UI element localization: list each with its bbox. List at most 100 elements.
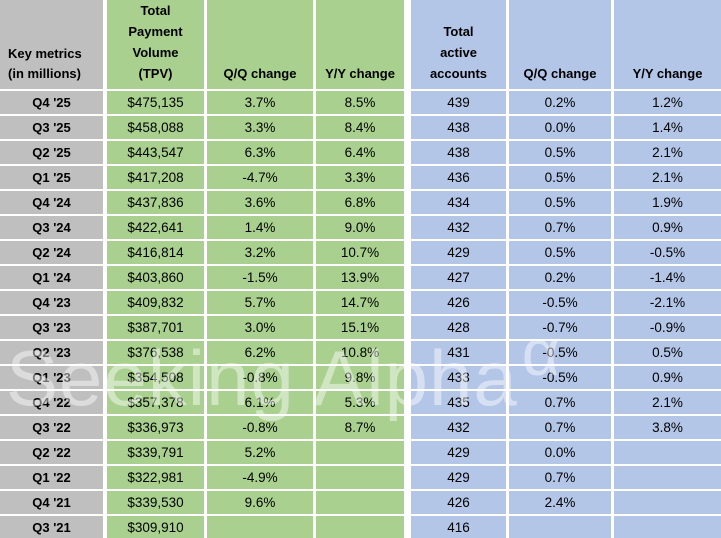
tpv-value: $458,088	[103, 116, 204, 141]
tpv-qq-change-value: -0.8%	[204, 366, 313, 391]
accounts-qq-change-value: 0.5%	[506, 141, 611, 166]
accounts-qq-change-value: 0.0%	[506, 441, 611, 466]
quarter-label: Q3 '25	[0, 116, 103, 141]
table-row: Q4 '25 $475,135 3.7% 8.5% 439 0.2% 1.2%	[0, 91, 721, 116]
accounts-yy-change-value: 0.5%	[611, 341, 721, 366]
tpv-qq-change-value: -4.7%	[204, 166, 313, 191]
header-total-active-accounts: Total active accounts	[404, 0, 506, 91]
tpv-value: $422,641	[103, 216, 204, 241]
accounts-yy-change-value: 1.2%	[611, 91, 721, 116]
tpv-value: $475,135	[103, 91, 204, 116]
quarter-label: Q1 '23	[0, 366, 103, 391]
accounts-yy-change-value: 0.9%	[611, 216, 721, 241]
tpv-yy-change-value: 6.4%	[313, 141, 404, 166]
tpv-qq-change-value: -1.5%	[204, 266, 313, 291]
tpv-qq-change-value: 3.7%	[204, 91, 313, 116]
active-accounts-value: 416	[404, 516, 506, 538]
active-accounts-value: 429	[404, 241, 506, 266]
quarter-label: Q3 '23	[0, 316, 103, 341]
accounts-qq-change-value: 0.5%	[506, 241, 611, 266]
accounts-qq-change-value: 0.7%	[506, 391, 611, 416]
header-key-metrics: Key metrics (in millions)	[0, 0, 103, 91]
accounts-yy-change-value	[611, 441, 721, 466]
tpv-qq-change-value: -4.9%	[204, 466, 313, 491]
active-accounts-value: 434	[404, 191, 506, 216]
tpv-yy-change-value: 13.9%	[313, 266, 404, 291]
accounts-yy-change-value: -0.5%	[611, 241, 721, 266]
tpv-yy-change-value: 8.5%	[313, 91, 404, 116]
tpv-qq-change-value: 9.6%	[204, 491, 313, 516]
accounts-qq-change-value: -0.5%	[506, 341, 611, 366]
active-accounts-value: 435	[404, 391, 506, 416]
tpv-yy-change-value	[313, 441, 404, 466]
tpv-yy-change-value: 6.8%	[313, 191, 404, 216]
accounts-qq-change-value: 0.7%	[506, 416, 611, 441]
tpv-qq-change-value: -0.8%	[204, 416, 313, 441]
active-accounts-value: 427	[404, 266, 506, 291]
tpv-yy-change-value: 10.8%	[313, 341, 404, 366]
accounts-qq-change-value: -0.5%	[506, 291, 611, 316]
tpv-yy-change-value: 9.8%	[313, 366, 404, 391]
quarter-label: Q1 '24	[0, 266, 103, 291]
accounts-yy-change-value: -2.1%	[611, 291, 721, 316]
header-tpv-qq-change: Q/Q change	[204, 0, 313, 91]
table-row: Q3 '24 $422,641 1.4% 9.0% 432 0.7% 0.9%	[0, 216, 721, 241]
accounts-qq-change-value: -0.7%	[506, 316, 611, 341]
active-accounts-value: 432	[404, 416, 506, 441]
table-row: Q2 '25 $443,547 6.3% 6.4% 438 0.5% 2.1%	[0, 141, 721, 166]
tpv-value: $437,836	[103, 191, 204, 216]
tpv-value: $339,791	[103, 441, 204, 466]
quarter-label: Q2 '25	[0, 141, 103, 166]
header-accounts-qq-change: Q/Q change	[506, 0, 611, 91]
accounts-yy-change-value: 2.1%	[611, 391, 721, 416]
tpv-qq-change-value: 5.7%	[204, 291, 313, 316]
quarter-label: Q3 '21	[0, 516, 103, 538]
tpv-value: $387,701	[103, 316, 204, 341]
active-accounts-value: 433	[404, 366, 506, 391]
accounts-yy-change-value	[611, 516, 721, 538]
tpv-yy-change-value: 15.1%	[313, 316, 404, 341]
tpv-value: $417,208	[103, 166, 204, 191]
tpv-value: $339,530	[103, 491, 204, 516]
tpv-qq-change-value: 3.2%	[204, 241, 313, 266]
accounts-qq-change-value: 2.4%	[506, 491, 611, 516]
table-row: Q2 '23 $376,538 6.2% 10.8% 431 -0.5% 0.5%	[0, 341, 721, 366]
tpv-yy-change-value: 3.3%	[313, 166, 404, 191]
table-row: Q3 '25 $458,088 3.3% 8.4% 438 0.0% 1.4%	[0, 116, 721, 141]
tpv-value: $336,973	[103, 416, 204, 441]
accounts-qq-change-value: 0.5%	[506, 166, 611, 191]
header-accounts-yy-change: Y/Y change	[611, 0, 721, 91]
tpv-yy-change-value: 8.7%	[313, 416, 404, 441]
quarter-label: Q3 '24	[0, 216, 103, 241]
tpv-qq-change-value: 6.2%	[204, 341, 313, 366]
header-row: Key metrics (in millions) Total Payment …	[0, 0, 721, 91]
quarter-label: Q3 '22	[0, 416, 103, 441]
quarter-label: Q4 '21	[0, 491, 103, 516]
accounts-yy-change-value: 2.1%	[611, 166, 721, 191]
tpv-qq-change-value: 3.0%	[204, 316, 313, 341]
accounts-yy-change-value	[611, 491, 721, 516]
tpv-yy-change-value	[313, 516, 404, 538]
quarter-label: Q4 '22	[0, 391, 103, 416]
header-total-payment-volume: Total Payment Volume (TPV)	[103, 0, 204, 91]
table-row: Q3 '22 $336,973 -0.8% 8.7% 432 0.7% 3.8%	[0, 416, 721, 441]
quarter-label: Q2 '24	[0, 241, 103, 266]
table-row: Q1 '22 $322,981 -4.9% 429 0.7%	[0, 466, 721, 491]
table-row: Q2 '24 $416,814 3.2% 10.7% 429 0.5% -0.5%	[0, 241, 721, 266]
active-accounts-value: 429	[404, 466, 506, 491]
tpv-value: $443,547	[103, 141, 204, 166]
tpv-yy-change-value: 8.4%	[313, 116, 404, 141]
tpv-value: $409,832	[103, 291, 204, 316]
tpv-value: $322,981	[103, 466, 204, 491]
accounts-qq-change-value: 0.0%	[506, 116, 611, 141]
quarter-label: Q2 '23	[0, 341, 103, 366]
tpv-yy-change-value: 9.0%	[313, 216, 404, 241]
table-row: Q4 '23 $409,832 5.7% 14.7% 426 -0.5% -2.1%	[0, 291, 721, 316]
active-accounts-value: 439	[404, 91, 506, 116]
accounts-yy-change-value: 1.4%	[611, 116, 721, 141]
tpv-value: $416,814	[103, 241, 204, 266]
active-accounts-value: 428	[404, 316, 506, 341]
table-row: Q4 '21 $339,530 9.6% 426 2.4%	[0, 491, 721, 516]
tpv-value: $309,910	[103, 516, 204, 538]
